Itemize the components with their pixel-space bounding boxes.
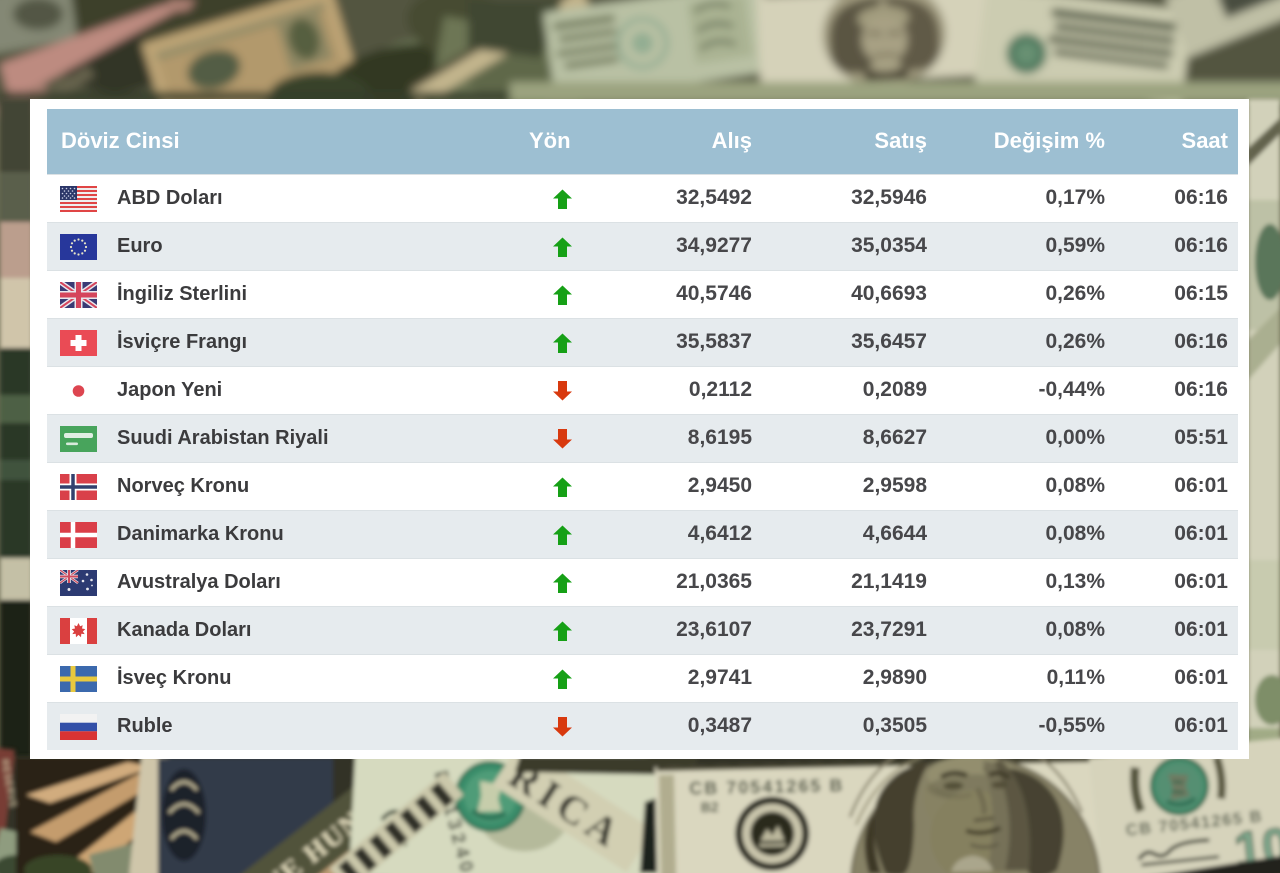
svg-text:CB 70541265 B: CB 70541265 B: [689, 775, 844, 798]
svg-text:B2: B2: [701, 799, 719, 815]
